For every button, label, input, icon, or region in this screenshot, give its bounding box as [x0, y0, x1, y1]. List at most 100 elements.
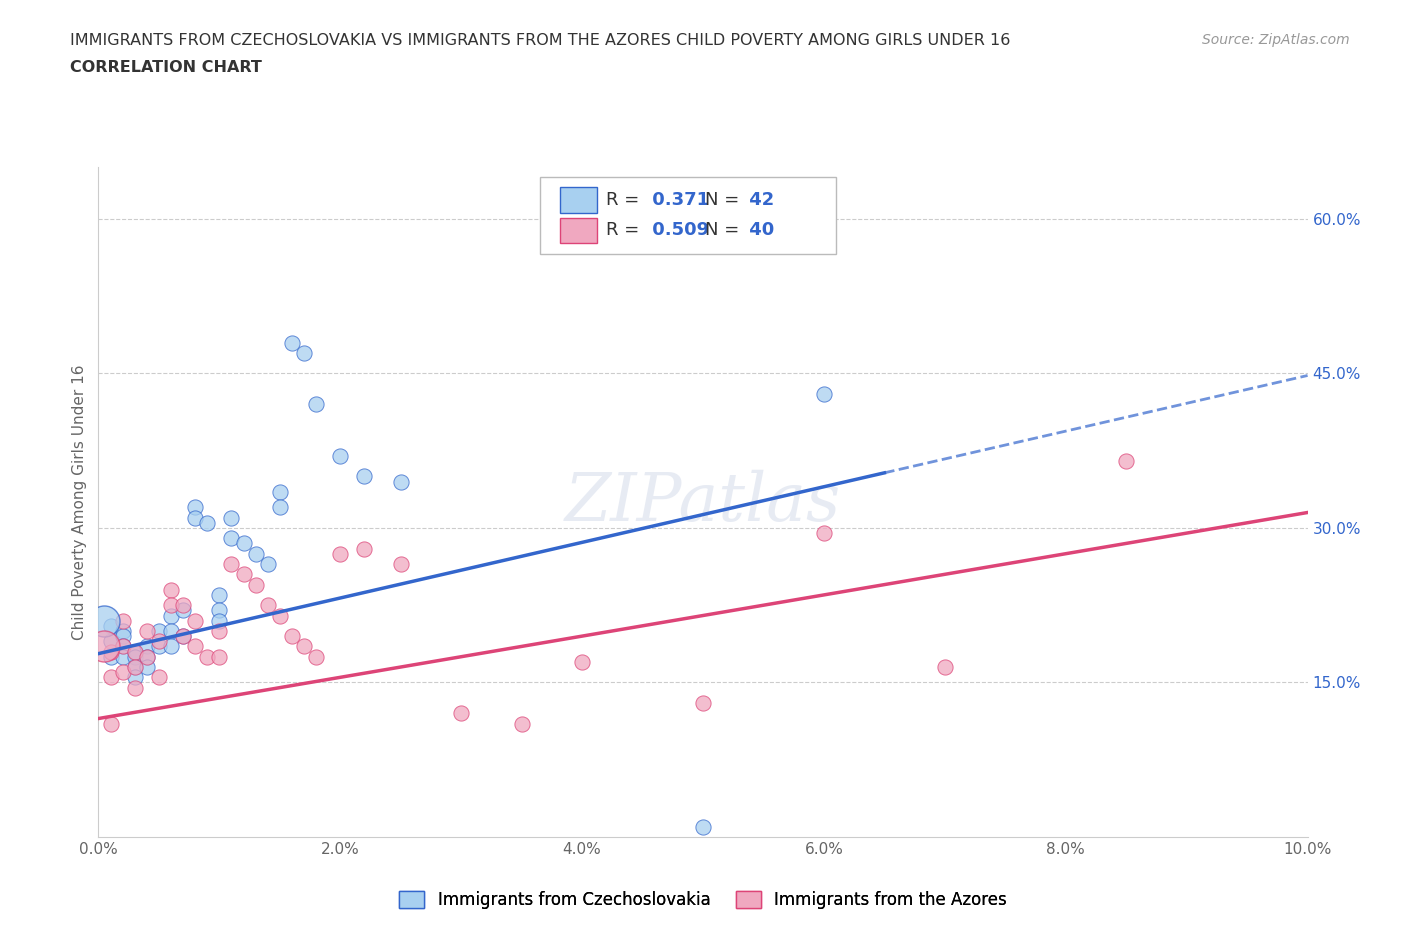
Point — [269, 485, 291, 499]
Point — [353, 469, 375, 484]
Point — [329, 448, 352, 463]
Point — [124, 670, 146, 684]
Text: CORRELATION CHART: CORRELATION CHART — [70, 60, 262, 75]
Point — [281, 335, 304, 350]
Point — [100, 649, 122, 664]
Point — [221, 531, 243, 546]
Point — [184, 511, 207, 525]
Point — [208, 613, 231, 628]
Point — [184, 500, 207, 515]
Text: 40: 40 — [742, 221, 775, 239]
Point — [172, 603, 194, 618]
Point — [305, 397, 328, 412]
Point — [692, 819, 714, 834]
Text: R =: R = — [606, 192, 640, 209]
Point — [160, 639, 183, 654]
Point — [135, 639, 157, 654]
Point — [111, 629, 134, 644]
Point — [221, 511, 243, 525]
Point — [269, 500, 291, 515]
Point — [256, 556, 278, 571]
FancyBboxPatch shape — [540, 178, 837, 255]
Point — [93, 639, 115, 654]
Point — [111, 639, 134, 654]
Point — [93, 613, 115, 628]
Legend: Immigrants from Czechoslovakia, Immigrants from the Azores: Immigrants from Czechoslovakia, Immigran… — [392, 884, 1014, 916]
Point — [135, 649, 157, 664]
Point — [305, 649, 328, 664]
Point — [256, 598, 278, 613]
Text: ZIPatlas: ZIPatlas — [565, 470, 841, 535]
Point — [195, 515, 218, 530]
Point — [124, 659, 146, 674]
Point — [172, 629, 194, 644]
Point — [135, 649, 157, 664]
Point — [245, 578, 267, 592]
Point — [813, 387, 835, 402]
Point — [329, 546, 352, 561]
Point — [184, 613, 207, 628]
Point — [100, 634, 122, 649]
Point — [124, 659, 146, 674]
Text: 42: 42 — [742, 192, 775, 209]
Point — [100, 716, 122, 731]
Point — [148, 623, 170, 638]
Point — [208, 649, 231, 664]
Point — [813, 525, 835, 540]
Point — [124, 644, 146, 659]
Point — [510, 716, 533, 731]
Point — [100, 644, 122, 659]
Point — [135, 659, 157, 674]
Point — [148, 670, 170, 684]
Point — [111, 623, 134, 638]
Text: 0.509: 0.509 — [647, 221, 709, 239]
Y-axis label: Child Poverty Among Girls Under 16: Child Poverty Among Girls Under 16 — [72, 365, 87, 640]
Point — [124, 649, 146, 664]
FancyBboxPatch shape — [561, 188, 596, 213]
Point — [208, 603, 231, 618]
Point — [124, 680, 146, 695]
Point — [934, 659, 956, 674]
Point — [292, 639, 315, 654]
Point — [245, 546, 267, 561]
Point — [389, 474, 412, 489]
Point — [100, 670, 122, 684]
Text: N =: N = — [706, 192, 740, 209]
Point — [232, 567, 254, 582]
Point — [100, 618, 122, 633]
Point — [221, 556, 243, 571]
Point — [232, 536, 254, 551]
Point — [124, 644, 146, 659]
Point — [148, 634, 170, 649]
Point — [208, 623, 231, 638]
Text: N =: N = — [706, 221, 740, 239]
Point — [160, 582, 183, 597]
Point — [1115, 454, 1137, 469]
Point — [111, 665, 134, 680]
Point — [135, 623, 157, 638]
Point — [184, 639, 207, 654]
Point — [292, 345, 315, 360]
Point — [172, 629, 194, 644]
Point — [160, 608, 183, 623]
Point — [692, 696, 714, 711]
FancyBboxPatch shape — [561, 218, 596, 243]
Point — [353, 541, 375, 556]
Point — [111, 613, 134, 628]
Point — [450, 706, 472, 721]
Point — [571, 655, 593, 670]
Point — [269, 608, 291, 623]
Text: R =: R = — [606, 221, 640, 239]
Point — [281, 629, 304, 644]
Point — [172, 598, 194, 613]
Point — [160, 598, 183, 613]
Point — [389, 556, 412, 571]
Text: Source: ZipAtlas.com: Source: ZipAtlas.com — [1202, 33, 1350, 46]
Point — [148, 639, 170, 654]
Text: 0.371: 0.371 — [647, 192, 709, 209]
Point — [160, 623, 183, 638]
Text: IMMIGRANTS FROM CZECHOSLOVAKIA VS IMMIGRANTS FROM THE AZORES CHILD POVERTY AMONG: IMMIGRANTS FROM CZECHOSLOVAKIA VS IMMIGR… — [70, 33, 1011, 47]
Point — [111, 639, 134, 654]
Point — [195, 649, 218, 664]
Point — [111, 649, 134, 664]
